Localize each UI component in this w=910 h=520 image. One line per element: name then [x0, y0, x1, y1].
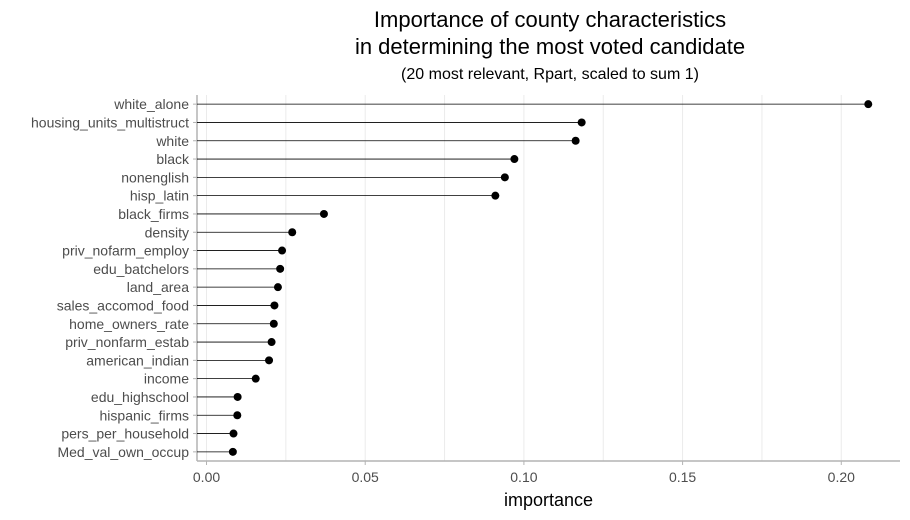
data-point	[577, 118, 586, 127]
data-point	[251, 374, 260, 383]
chart-title: Importance of county characteristics in …	[200, 6, 900, 60]
chart-subtitle: (20 most relevant, Rpart, scaled to sum …	[401, 66, 699, 83]
category-label: income	[144, 371, 189, 387]
category-label: nonenglish	[121, 169, 189, 185]
x-tick-label: 0.05	[352, 469, 379, 485]
x-tick-label: 0.15	[669, 469, 696, 485]
chart-title-line-2: in determining the most voted candidate	[354, 34, 746, 59]
data-point	[233, 392, 242, 401]
data-point	[273, 283, 282, 292]
category-label: edu_batchelors	[93, 261, 189, 277]
data-point	[233, 411, 242, 420]
data-point	[228, 447, 237, 456]
data-point	[276, 264, 285, 273]
category-label: priv_nonfarm_estab	[65, 334, 189, 350]
category-label: white_alone	[113, 96, 189, 112]
category-label: housing_units_multistruct	[31, 114, 189, 130]
data-point	[491, 191, 500, 200]
category-label: american_indian	[86, 352, 189, 368]
category-label: white	[155, 133, 189, 149]
data-point	[864, 100, 873, 109]
data-point	[270, 301, 279, 310]
data-point	[278, 246, 287, 255]
category-label: edu_highschool	[91, 389, 189, 405]
x-tick-labels: 0.00 0.05 0.10 0.15 0.20	[193, 461, 855, 485]
stems	[197, 103, 869, 453]
category-label: home_owners_rate	[69, 316, 189, 332]
category-label: land_area	[127, 279, 189, 295]
category-label: hispanic_firms	[100, 407, 189, 423]
x-tick-label: 0.10	[510, 469, 537, 485]
grid-lines	[206, 95, 842, 461]
data-point	[267, 338, 276, 347]
category-labels: white_alone housing_units_multistructwhit…	[31, 96, 197, 460]
data-point	[229, 429, 238, 438]
data-point	[269, 319, 278, 328]
x-axis-title: importance	[504, 490, 593, 510]
category-label: density	[145, 224, 189, 240]
data-point	[571, 136, 580, 145]
x-tick-label: 0.00	[193, 469, 220, 485]
points	[228, 100, 873, 456]
axes	[196, 95, 900, 462]
category-label: Med_val_own_occup	[57, 444, 189, 460]
data-point	[500, 173, 509, 182]
x-tick-label: 0.20	[828, 469, 855, 485]
category-label: black_firms	[118, 206, 189, 222]
category-label: pers_per_household	[61, 426, 189, 442]
category-label: black	[156, 151, 190, 167]
category-label: priv_nofarm_employ	[62, 243, 189, 259]
chart-title-line-1: Importance of county characteristics	[373, 7, 727, 32]
data-point	[288, 228, 297, 237]
category-label: sales_accomod_food	[57, 297, 189, 313]
category-label: hisp_latin	[130, 188, 189, 204]
data-point	[510, 155, 519, 164]
data-point	[319, 209, 328, 218]
data-point	[265, 356, 274, 365]
